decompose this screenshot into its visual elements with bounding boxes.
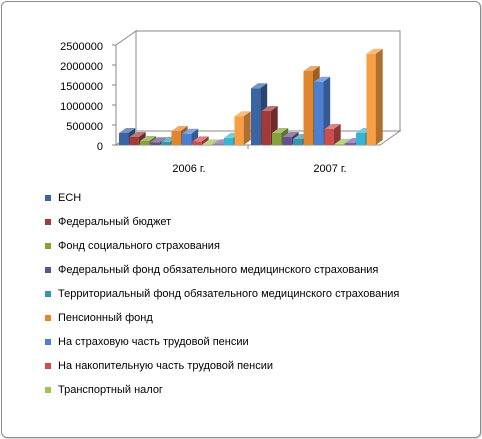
bar-top bbox=[140, 136, 157, 141]
y-tick-label: 2500000 bbox=[60, 41, 103, 53]
bar-side bbox=[201, 136, 209, 145]
side-wall bbox=[115, 30, 137, 146]
x-category-label: 2007 г. bbox=[313, 163, 346, 175]
bar-top bbox=[182, 128, 199, 134]
legend-swatch bbox=[45, 291, 51, 297]
x-category-label: 2006 г. bbox=[172, 163, 205, 175]
bar-front bbox=[161, 141, 171, 145]
legend-label: Территориальный фонд обязательного медиц… bbox=[58, 288, 400, 300]
legend-item: Федеральный бюджет bbox=[45, 214, 171, 230]
y-tick-label: 1500000 bbox=[60, 81, 103, 93]
bar-front bbox=[345, 143, 355, 145]
legend-item: На страховую часть трудовой пенсии bbox=[45, 334, 249, 350]
y-tick-label: 0 bbox=[97, 141, 103, 153]
bar-top bbox=[119, 128, 136, 133]
legend-item: Территориальный фонд обязательного медиц… bbox=[45, 286, 399, 302]
bar-front bbox=[140, 141, 150, 145]
legend-label: Пенсионный фонд bbox=[58, 312, 153, 324]
y-tick-label: 2000000 bbox=[60, 61, 103, 73]
legend-item: Транспортный налог bbox=[45, 382, 163, 398]
bar-top bbox=[251, 83, 268, 89]
y-tick-label: 1000000 bbox=[60, 101, 103, 113]
bar-top bbox=[150, 137, 167, 143]
bar-top bbox=[261, 106, 278, 111]
bar-top bbox=[366, 48, 383, 54]
legend-item: Федеральный фонд обязательного медицинск… bbox=[45, 262, 378, 278]
legend-item: Фонд социального страхования bbox=[45, 238, 220, 254]
legend-label: ЕСН bbox=[58, 192, 82, 204]
legend-swatch bbox=[45, 243, 51, 249]
bar-front bbox=[171, 131, 181, 145]
bar-front bbox=[203, 144, 213, 145]
bar-front bbox=[272, 133, 282, 145]
bar-front bbox=[314, 81, 324, 145]
legend-label: Федеральный бюджет bbox=[58, 216, 172, 228]
bar-front bbox=[356, 133, 366, 145]
legend-swatch bbox=[45, 387, 51, 393]
bar-side bbox=[212, 139, 220, 145]
bar-front bbox=[213, 144, 223, 145]
legend-swatch bbox=[45, 219, 51, 225]
bar-top bbox=[129, 132, 146, 137]
bar-front bbox=[182, 133, 192, 145]
bar-side bbox=[375, 48, 383, 145]
legend-swatch bbox=[45, 195, 51, 201]
bar-front bbox=[335, 143, 345, 145]
bar-top bbox=[203, 139, 220, 145]
bar-front bbox=[282, 137, 292, 145]
legend-item: Пенсионный фонд bbox=[45, 310, 153, 326]
bar-front bbox=[129, 137, 139, 145]
bar-side bbox=[333, 124, 341, 145]
bar-front bbox=[324, 129, 334, 145]
legend-swatch bbox=[45, 315, 51, 321]
bar-top bbox=[192, 136, 209, 142]
legend-item: ЕСН bbox=[45, 190, 81, 206]
legend-label: Федеральный фонд обязательного медицинск… bbox=[58, 264, 379, 276]
bar-top bbox=[171, 126, 188, 131]
legend-swatch bbox=[45, 363, 51, 369]
bar-front bbox=[150, 142, 160, 145]
bar-side bbox=[243, 111, 251, 145]
bar-top bbox=[272, 128, 289, 133]
bar-front bbox=[303, 71, 313, 145]
bar-front bbox=[366, 53, 376, 145]
legend-swatch bbox=[45, 267, 51, 273]
y-tick-label: 500000 bbox=[66, 121, 103, 133]
bar-top bbox=[324, 124, 341, 129]
legend-label: На страховую часть трудовой пенсии bbox=[58, 336, 249, 348]
bar-front bbox=[234, 116, 244, 145]
legend-label: На накопительную часть трудовой пенсии bbox=[58, 360, 274, 372]
bar-top bbox=[335, 138, 352, 144]
bar-front bbox=[119, 133, 129, 145]
legend-label: Фонд социального страхования bbox=[58, 240, 220, 252]
bar-front bbox=[251, 88, 261, 145]
bar-front bbox=[192, 141, 202, 145]
bar-top bbox=[234, 111, 251, 117]
bar-top bbox=[303, 66, 320, 71]
legend-item: На накопительную часть трудовой пенсии bbox=[45, 358, 273, 374]
bar-front bbox=[293, 139, 303, 145]
bar-top bbox=[282, 132, 299, 137]
bar-front bbox=[261, 111, 271, 145]
legend-swatch bbox=[45, 339, 51, 345]
bar-front bbox=[224, 137, 234, 145]
legend-label: Транспортный налог bbox=[58, 384, 163, 396]
bar-top bbox=[314, 76, 331, 82]
